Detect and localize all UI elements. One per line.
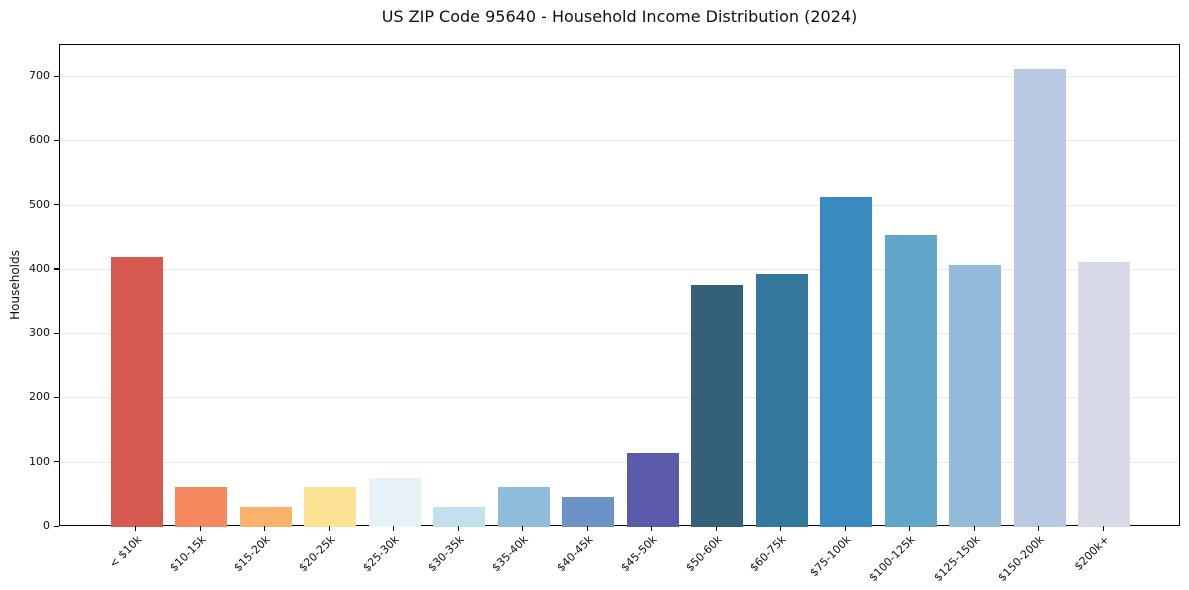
y-tick-mark — [54, 75, 59, 77]
x-tick-label: $35-40k — [489, 533, 531, 575]
y-tick-mark — [54, 525, 59, 527]
x-tick-label: $100-125k — [866, 533, 918, 585]
y-tick-mark — [54, 204, 59, 206]
x-tick-mark — [393, 526, 395, 531]
y-tick-mark — [54, 396, 59, 399]
bar — [949, 264, 1002, 527]
bar — [175, 487, 228, 527]
gridline — [60, 140, 1179, 142]
bar — [820, 197, 873, 527]
y-tick-mark — [54, 139, 59, 142]
bar — [239, 507, 292, 527]
bar — [691, 285, 744, 527]
x-tick-mark — [1038, 526, 1040, 531]
x-tick-mark — [651, 526, 653, 531]
gridline — [60, 333, 1179, 335]
x-tick-mark — [135, 526, 137, 531]
x-tick-label: $30-35k — [425, 533, 467, 575]
x-tick-label: $60-75k — [747, 533, 789, 575]
y-tick-label: 500 — [29, 197, 50, 211]
x-tick-label: $15-20k — [231, 533, 273, 575]
bar — [497, 487, 550, 527]
x-tick-mark — [780, 526, 782, 531]
x-tick-label: $40-45k — [554, 533, 596, 575]
y-tick-label: 0 — [43, 519, 50, 532]
x-tick-mark — [844, 526, 846, 531]
y-tick-label: 300 — [29, 326, 50, 340]
y-tick-label: 600 — [29, 133, 50, 147]
x-tick-label: $150-200k — [995, 533, 1047, 585]
bar — [368, 477, 421, 527]
x-tick-mark — [715, 526, 717, 531]
x-tick-label: $50-60k — [683, 533, 725, 575]
x-tick-mark — [973, 526, 975, 531]
bar — [304, 487, 357, 527]
x-tick-mark — [1102, 526, 1104, 531]
y-tick-mark — [54, 461, 59, 463]
plot-area — [59, 44, 1180, 527]
x-tick-mark — [586, 526, 588, 531]
x-tick-label: $200k+ — [1071, 533, 1112, 574]
bar — [626, 453, 679, 527]
x-tick-mark — [909, 526, 911, 531]
x-tick-label: $75-100k — [807, 533, 854, 580]
x-tick-mark — [522, 526, 524, 531]
gridline — [60, 268, 1179, 270]
y-tick-mark — [54, 332, 59, 334]
x-tick-label: < $10k — [106, 533, 144, 571]
bar — [433, 507, 486, 527]
y-axis-label: Households — [8, 250, 22, 320]
x-tick-mark — [199, 526, 201, 531]
bar — [755, 274, 808, 527]
y-tick-label: 100 — [29, 454, 50, 468]
bar — [1013, 69, 1066, 527]
x-tick-label: $125-150k — [931, 533, 983, 585]
bar — [1078, 261, 1131, 527]
y-tick-mark — [54, 268, 59, 270]
x-tick-mark — [264, 526, 266, 531]
gridline — [60, 397, 1179, 399]
gridline — [60, 461, 1179, 463]
x-tick-label: $20-25k — [296, 533, 338, 575]
x-tick-mark — [457, 526, 459, 531]
y-tick-label: 700 — [29, 69, 50, 83]
bar — [110, 257, 163, 527]
x-tick-label: $45-50k — [618, 533, 660, 575]
y-tick-label: 400 — [29, 261, 50, 275]
gridline — [60, 76, 1179, 78]
bar — [562, 496, 615, 527]
gridline — [60, 204, 1179, 206]
bar — [884, 234, 937, 527]
x-tick-mark — [328, 526, 330, 531]
y-tick-label: 200 — [29, 390, 50, 404]
x-tick-label: $10-15k — [167, 533, 209, 575]
chart-title: US ZIP Code 95640 - Household Income Dis… — [381, 7, 858, 26]
x-tick-label: $25-30k — [360, 533, 402, 575]
